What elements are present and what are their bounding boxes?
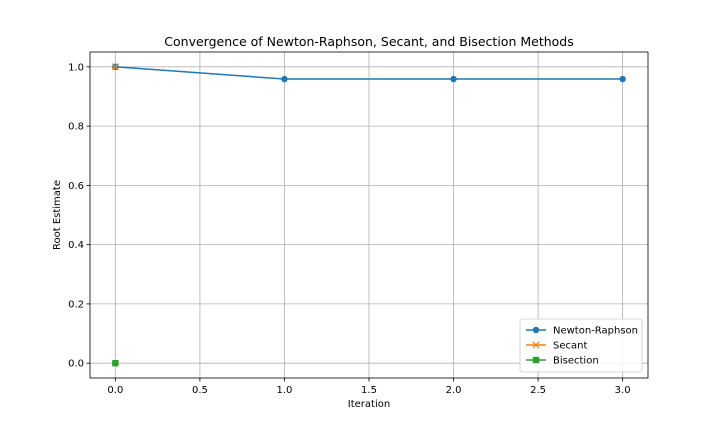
marker-x-stroke [532, 341, 540, 349]
y-axis-label: Root Estimate [52, 180, 63, 250]
x-tick-label: 1.5 [361, 385, 377, 396]
legend-item: Newton-Raphson [526, 326, 638, 337]
legend: Newton-Raphson Secant Bisection [519, 318, 643, 373]
y-tick-label: 0.0 [68, 359, 84, 370]
legend-item: Secant [526, 341, 587, 352]
legend-marker [532, 326, 540, 334]
series-3 [112, 359, 119, 367]
x-tick-label: 0.5 [192, 385, 208, 396]
y-tick-label: 1.0 [68, 62, 84, 73]
y-axis-ticks: 0.0 0.2 0.4 0.6 0.8 1.0 [68, 62, 90, 370]
legend-label: Newton-Raphson [553, 326, 638, 337]
legend-box [519, 318, 643, 373]
data-point [450, 75, 457, 83]
x-tick-label: 2.5 [530, 385, 546, 396]
chart-title: Convergence of Newton-Raphson, Secant, a… [164, 34, 573, 49]
data-point [281, 75, 288, 83]
x-tick-label: 1.0 [277, 385, 293, 396]
legend-marker [532, 341, 540, 349]
data-point [619, 75, 626, 83]
grid [90, 52, 648, 378]
y-tick-label: 0.2 [68, 299, 84, 310]
data-point [112, 359, 119, 367]
x-tick-label: 3.0 [615, 385, 631, 396]
series-line [115, 66, 623, 80]
y-tick-label: 0.4 [68, 240, 84, 251]
y-tick-label: 0.6 [68, 181, 84, 192]
y-tick-label: 0.8 [68, 122, 84, 133]
legend-label: Bisection [553, 356, 599, 367]
x-axis-label: Iteration [348, 399, 390, 410]
legend-item: Bisection [526, 356, 599, 367]
series-layer [111, 63, 626, 367]
x-tick-label: 0.0 [107, 385, 123, 396]
x-axis-ticks: 0.0 0.5 1.0 1.5 2.0 2.5 3.0 [107, 378, 631, 396]
data-point [111, 63, 120, 71]
legend-marker [532, 356, 540, 364]
legend-label: Secant [553, 341, 587, 352]
x-tick-label: 2.0 [446, 385, 462, 396]
series-2 [111, 63, 120, 71]
marker-x-stroke [111, 63, 120, 71]
